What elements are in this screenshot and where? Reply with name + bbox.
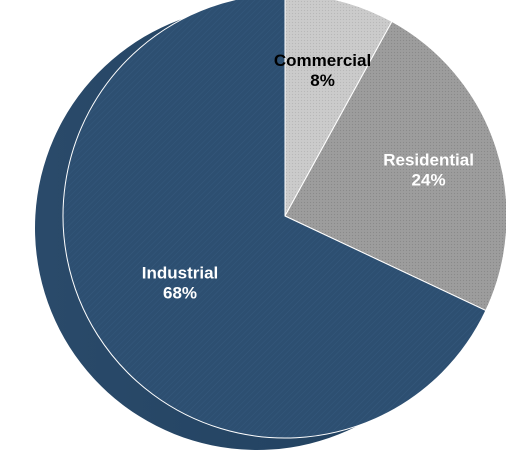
slice-commercial[interactable] (284, 0, 393, 217)
slice-label-industrial: Industrial 68% (142, 264, 219, 303)
slice-value-commercial: 8% (310, 71, 335, 90)
slice-industrial[interactable] (62, 0, 487, 439)
pie-slice-layer (62, 0, 506, 439)
slice-residential[interactable] (284, 20, 506, 312)
slice-value-residential: 24% (412, 170, 446, 189)
slice-value-industrial: 68% (163, 284, 197, 303)
slice-name-residential: Residential (383, 150, 474, 169)
slice-label-commercial: Commercial 8% (274, 51, 371, 90)
slice-label-residential: Residential 24% (383, 150, 474, 189)
slice-name-industrial: Industrial (142, 264, 219, 283)
pie-label-layer: Commercial 8% Residential 24% Industrial 68% (142, 51, 474, 303)
slice-name-commercial: Commercial (274, 51, 371, 70)
